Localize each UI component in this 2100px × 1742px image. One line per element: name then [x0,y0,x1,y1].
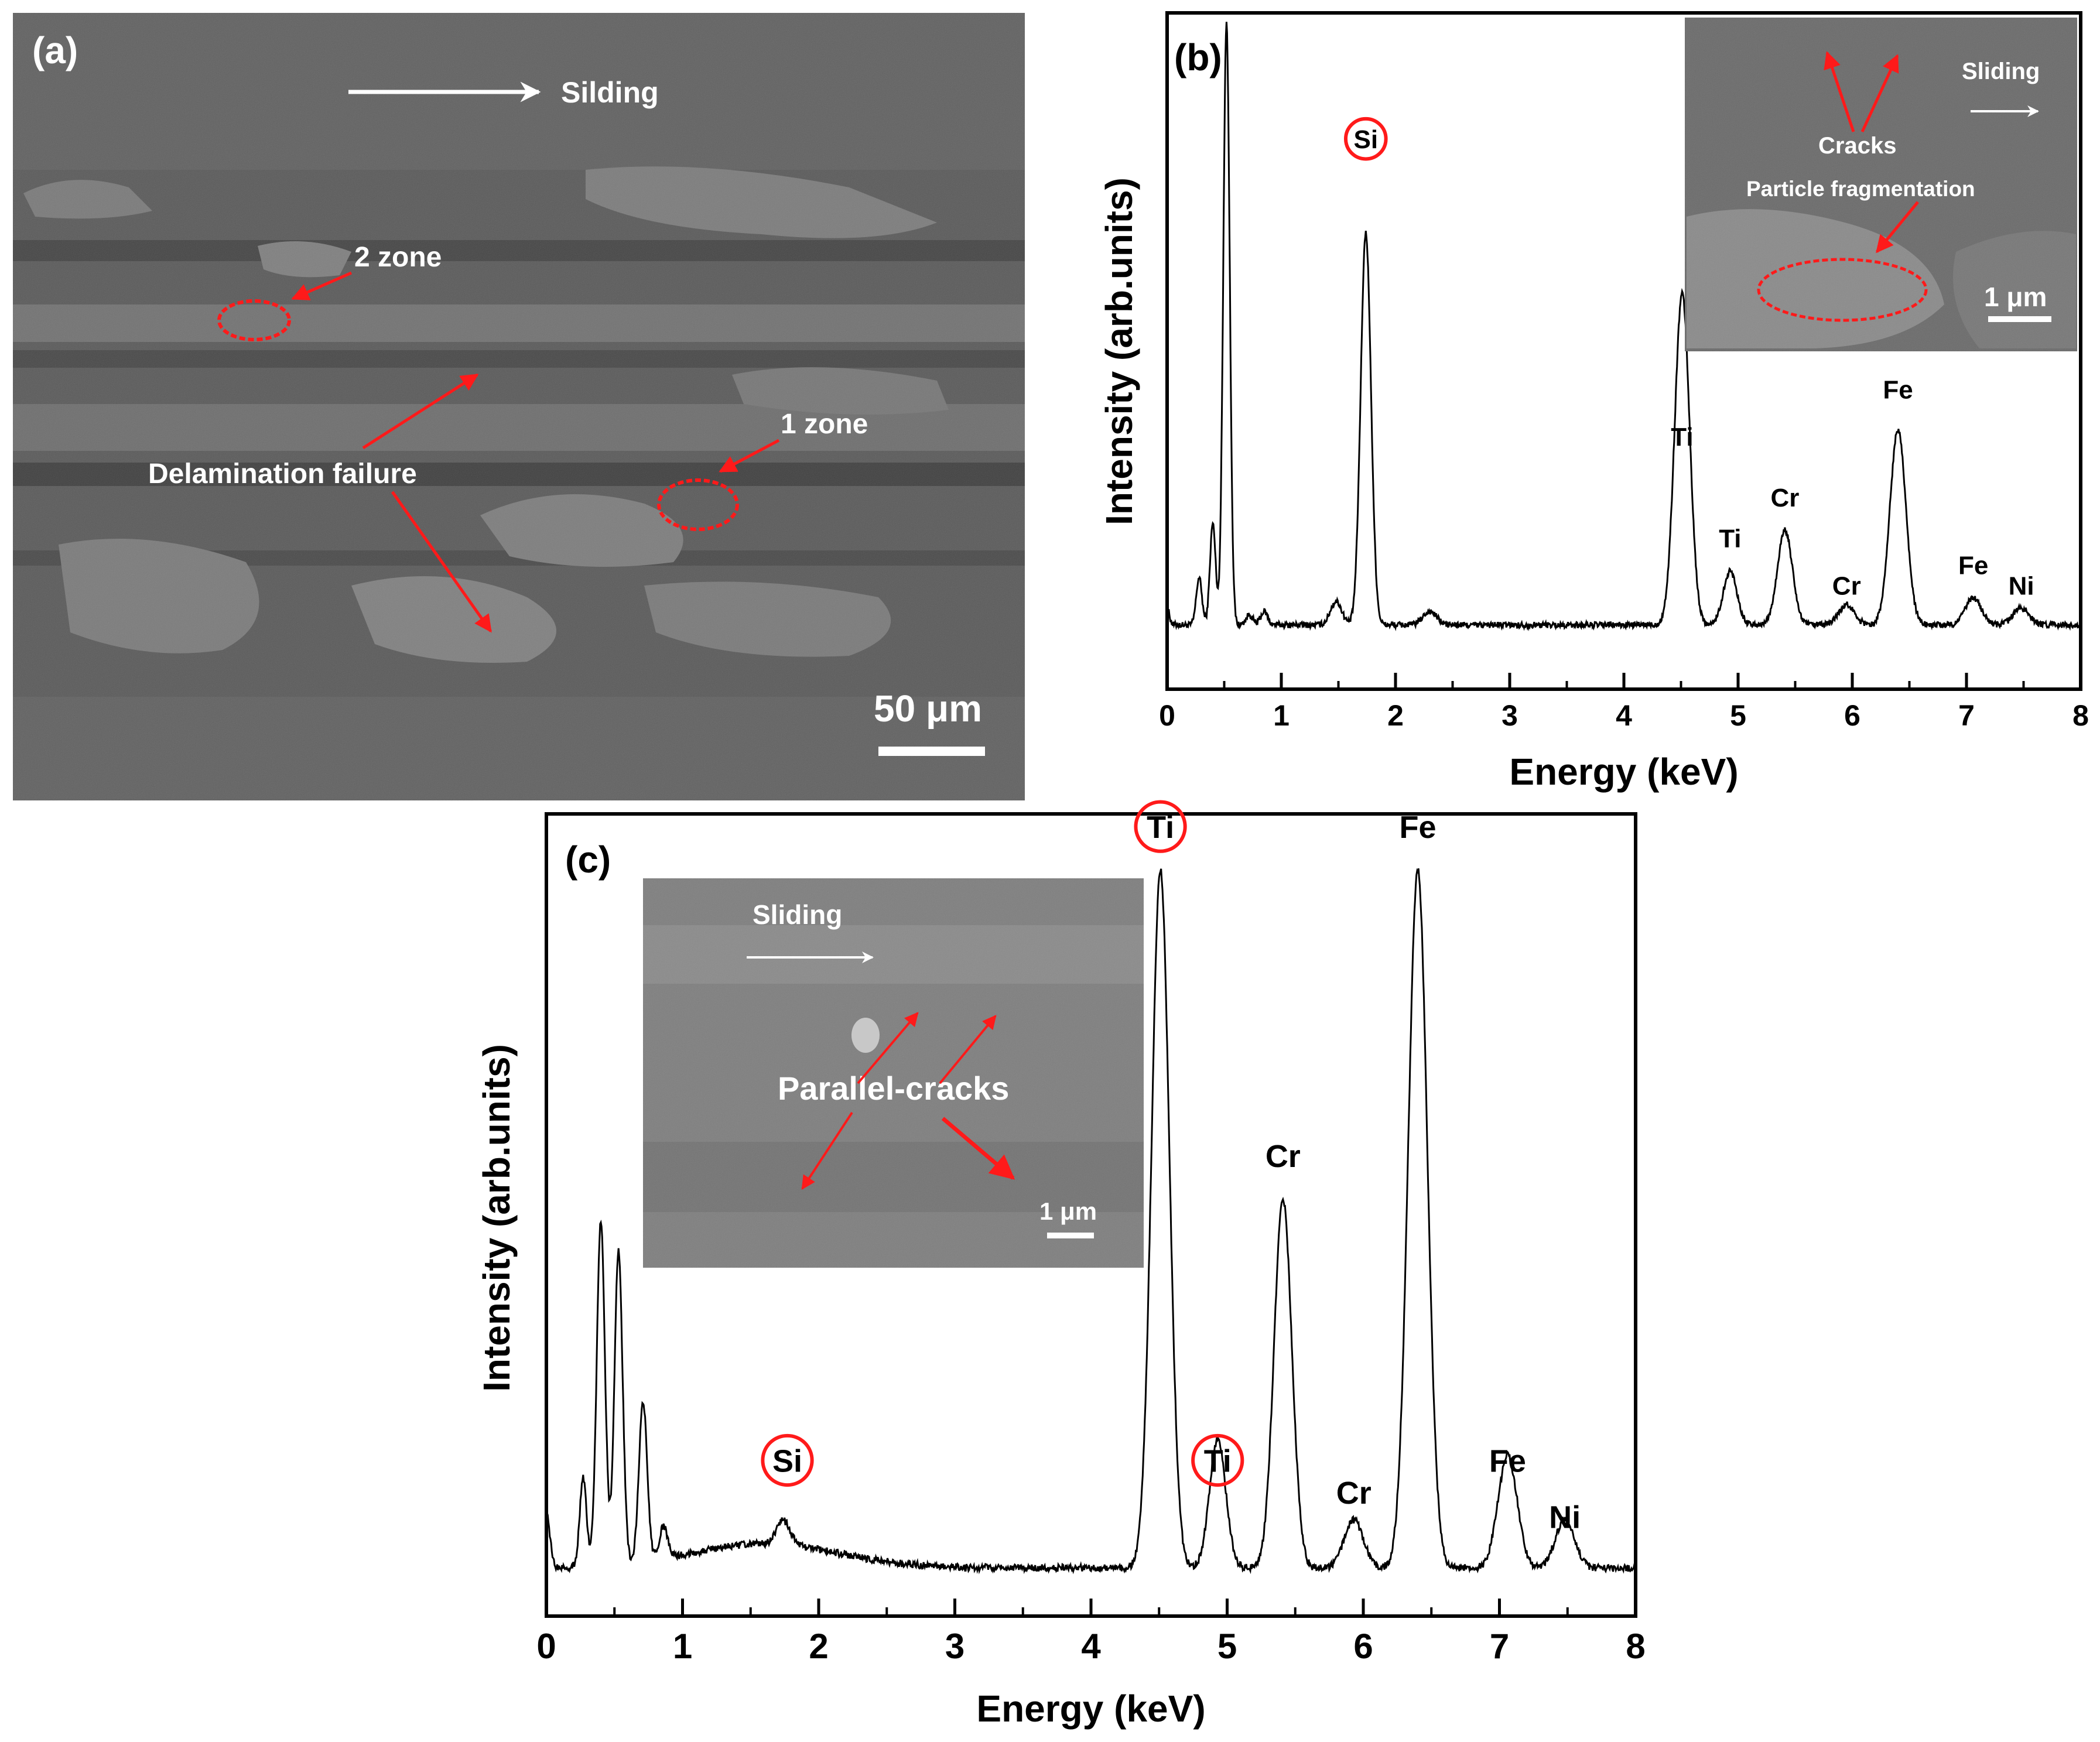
peak-highlight-circle [1134,800,1187,853]
x-tick-label: 1 [673,1627,692,1666]
zone2-arrow [291,271,353,300]
spectrum-line-b [1166,22,2082,632]
inset-noise-c [643,878,1144,1268]
peak-label: Si [1354,125,1379,154]
inset-particle-label-b: Particle fragmentation [1746,177,1975,201]
x-tick-label: 8 [2072,699,2089,732]
inset-scale-label-c: 1 μm [1039,1197,1097,1225]
peak-label: Ti [1147,810,1174,845]
zone1-label: 1 zone [781,409,868,440]
inset-scale-bar-b [1988,316,2051,322]
inset-sliding-label-b: Sliding [1962,59,2040,84]
inset-particle-c [851,1018,880,1053]
x-tick-label: 1 [1273,699,1290,732]
zone1-arrow [719,439,780,473]
x-tick-label: 6 [1844,699,1860,732]
delamination-arrow-down [391,491,492,633]
x-tick-label: 4 [1616,699,1632,732]
x-axis-label-c: Energy (keV) [976,1688,1205,1730]
sem-noise [13,13,1025,800]
crack-arrow-4 [941,1117,1015,1180]
zone2-label: 2 zone [354,242,442,273]
y-axis-label-c: Intensity (arb.units) [476,1044,518,1392]
x-tick-label: 7 [1958,699,1975,732]
x-tick-label: 5 [1217,1627,1237,1666]
x-tick-label: 8 [1626,1627,1645,1666]
x-axis-ticks-b: 0 1 2 3 4 5 6 7 8 [1159,673,2089,732]
peak-labels-c: Si Ti Ti Cr Cr Fe Fe Ni [761,800,1581,1535]
peak-highlight-circle [1191,1433,1244,1487]
peak-label: Fe [1883,375,1913,404]
y-axis-label-b: Intensity (arb.units) [1098,177,1140,525]
peak-label: Fe [1958,552,1988,580]
crack-arrow-1 [857,1012,919,1084]
peak-label: Fe [1399,810,1436,845]
scale-label-a: 50 μm [874,687,982,730]
peak-labels-b: Si Ti Ti Cr Cr Fe Fe Ni [1343,117,2034,600]
inset-scale-bar-c [1047,1233,1094,1238]
peak-label: Cr [1770,484,1799,512]
x-tick-label: 0 [1159,699,1175,732]
cracks-arrow-2 [1860,54,1899,133]
panel-label-b: (b) [1174,36,1222,78]
x-tick-label: 7 [1490,1627,1509,1666]
scale-bar-a [878,747,985,756]
x-tick-label: 4 [1081,1627,1101,1666]
zone2-marker [217,299,291,341]
peak-label: Cr [1266,1139,1301,1174]
x-tick-label: 5 [1730,699,1746,732]
peak-label: Cr [1336,1476,1372,1511]
inset-parallel-label-c: Parallel-cracks [778,1070,1009,1107]
peak-highlight-circle [1343,117,1388,161]
peak-label: Ti [1204,1443,1232,1479]
x-axis-ticks-c: 0 1 2 3 4 5 6 7 8 [536,1599,1646,1666]
inset-cracks-label-b: Cracks [1818,133,1896,159]
spectrum-line-c [545,868,1636,1575]
delamination-arrow-up [362,373,479,450]
particle-marker [1757,258,1928,322]
peak-label: Cr [1832,571,1861,600]
inset-scale-label-b: 1 μm [1984,282,2047,312]
x-axis-label-b: Energy (keV) [1509,751,1738,793]
peak-label: Si [772,1443,802,1479]
x-tick-label: 2 [1387,699,1404,732]
x-tick-label: 3 [945,1627,965,1666]
peak-highlight-circle [761,1433,814,1487]
sliding-label-a: Silding [561,76,659,109]
zone1-marker [657,478,739,531]
panel-a: (a) Silding 2 zone 1 zone Delamination f… [13,13,1025,800]
x-tick-label: 0 [536,1627,556,1666]
cracks-arrow-1 [1824,51,1855,132]
peak-label: Fe [1489,1443,1526,1479]
particle-arrow [1876,201,1919,254]
peak-label: Ni [1549,1500,1581,1535]
crack-arrow-2 [939,1015,997,1084]
panel-label-c: (c) [565,839,611,881]
inset-sliding-label-c: Sliding [753,899,842,930]
peak-label: Ti [1719,524,1741,553]
x-tick-label: 3 [1502,699,1518,732]
x-tick-label: 2 [809,1627,828,1666]
crack-arrow-3 [801,1111,853,1190]
x-tick-label: 6 [1353,1627,1373,1666]
peak-label: Ni [2009,571,2034,600]
inset-noise-b [1685,18,2077,351]
panel-label-a: (a) [32,29,78,71]
delamination-label: Delamination failure [148,458,417,490]
peak-label: Ti [1671,423,1693,451]
